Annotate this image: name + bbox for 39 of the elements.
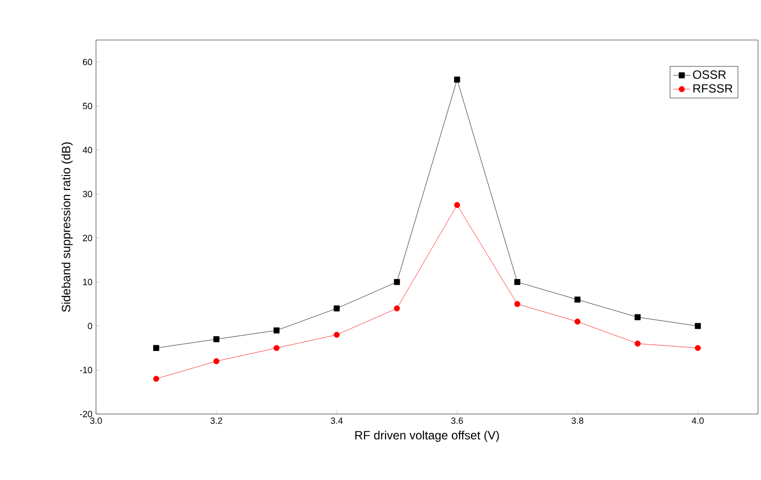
y-tick-label: 30 <box>82 190 92 198</box>
y-tick-label: -10 <box>80 366 92 374</box>
y-tick-label: 0 <box>88 322 92 330</box>
y-tick-label: -20 <box>80 410 92 418</box>
y-tick-label: 50 <box>82 102 92 110</box>
legend-label: OSSR <box>693 70 726 79</box>
point <box>394 279 400 285</box>
point <box>153 376 160 382</box>
point <box>394 305 400 312</box>
x-axis-title: RF driven voltage offset (V) <box>355 430 499 442</box>
point <box>574 296 580 303</box>
point <box>574 318 580 325</box>
point <box>334 332 340 338</box>
point <box>514 279 520 285</box>
point <box>274 345 280 351</box>
y-tick-label: 60 <box>82 58 92 66</box>
point <box>153 345 160 351</box>
point <box>634 314 641 320</box>
point <box>274 327 280 334</box>
y-tick-label: 40 <box>82 146 92 154</box>
legend-label: RFSSR <box>693 84 732 93</box>
x-tick-label: 3.0 <box>90 418 102 424</box>
x-tick-label: 3.6 <box>451 418 463 424</box>
x-tick-label: 3.4 <box>330 418 343 424</box>
point <box>213 358 220 364</box>
x-tick-label: 4.0 <box>692 418 704 424</box>
x-tick-label: 3.2 <box>210 418 222 424</box>
point <box>634 340 641 347</box>
point <box>213 336 220 342</box>
x-tick-label: 3.8 <box>572 418 584 424</box>
y-tick-label: 20 <box>82 234 92 242</box>
point <box>454 202 460 208</box>
point <box>694 345 701 351</box>
point <box>694 323 701 329</box>
point <box>514 301 520 307</box>
point <box>454 76 460 83</box>
y-tick-label: 10 <box>83 278 92 286</box>
y-axis-title: Sideband suppression ratio (dB) <box>62 142 73 312</box>
point <box>334 305 340 312</box>
